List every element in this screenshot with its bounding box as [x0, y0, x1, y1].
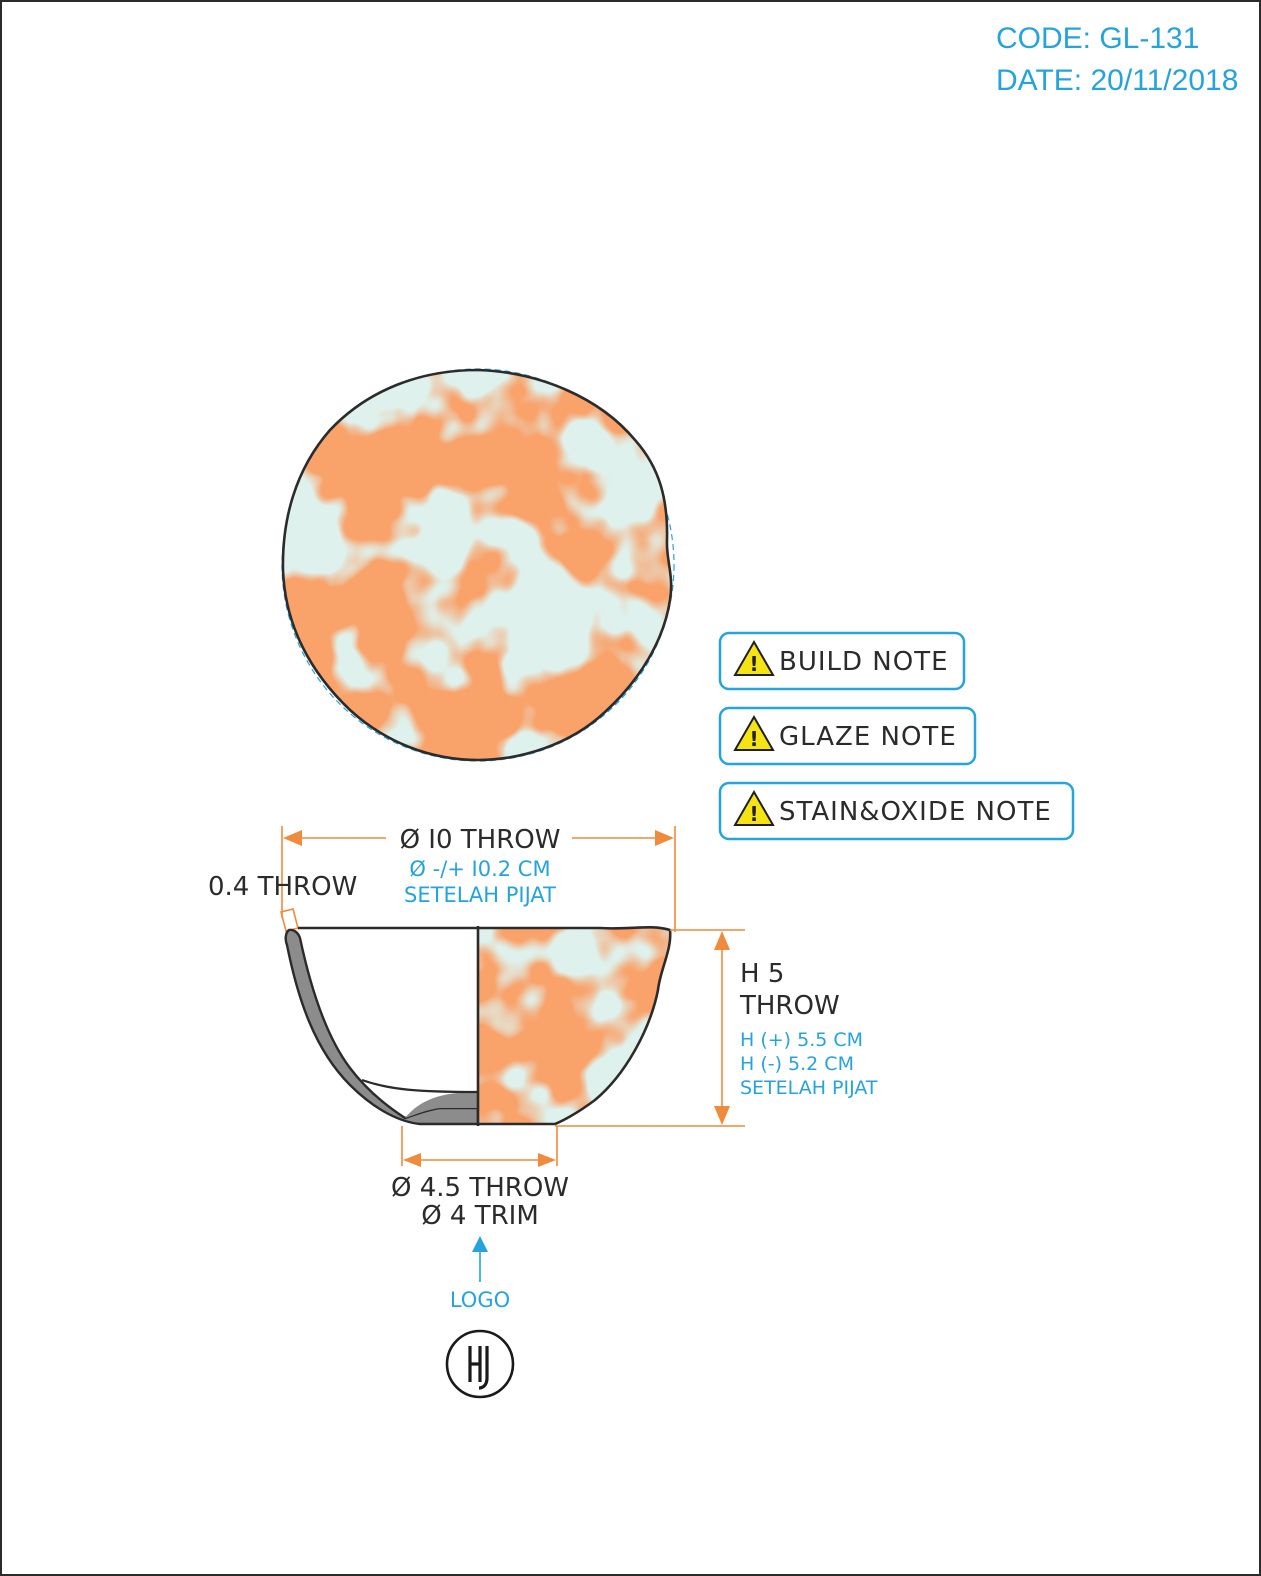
top-view-outline [281, 368, 673, 762]
glaze-texture [282, 370, 672, 760]
warning-icon: ! [733, 789, 775, 826]
base-dimension: Ø 4.5 THROW Ø 4 TRIM [391, 1126, 569, 1231]
svg-text:!: ! [749, 727, 758, 751]
height-method-label: THROW [739, 991, 840, 1021]
note-glaze-label: GLAZE NOTE [779, 722, 957, 752]
note-build[interactable]: ! BUILD NOTE [718, 631, 966, 691]
note-stain-oxide[interactable]: ! STAIN&OXIDE NOTE [718, 781, 1075, 841]
note-build-label: BUILD NOTE [779, 647, 949, 677]
wall-thickness-dimension: 0.4 THROW [208, 872, 357, 932]
wall-thickness-label: 0.4 THROW [208, 872, 357, 902]
svg-text:!: ! [749, 652, 758, 676]
logo-indicator: LOGO [450, 1236, 510, 1312]
date-label: DATE: 20/11/2018 [996, 64, 1238, 97]
height-max-label: H (+) 5.5 CM [740, 1029, 863, 1051]
svg-text:!: ! [749, 802, 758, 826]
base-throw-label: Ø 4.5 THROW [391, 1173, 569, 1203]
diameter-dimension: Ø I0 THROW Ø -/+ I0.2 CM SETELAH PIJAT [281, 825, 676, 932]
arrow-up-icon [472, 1236, 488, 1252]
height-main-label: H 5 [740, 959, 784, 989]
side-view [284, 925, 672, 1126]
brand-logo [445, 1329, 515, 1399]
logo-label: LOGO [450, 1288, 510, 1312]
note-glaze[interactable]: ! GLAZE NOTE [718, 706, 977, 766]
height-note-label: SETELAH PIJAT [740, 1077, 878, 1099]
base-trim-label: Ø 4 TRIM [421, 1201, 539, 1231]
top-view [281, 368, 675, 762]
diameter-main-label: Ø I0 THROW [400, 825, 561, 855]
warning-icon: ! [733, 639, 775, 676]
diameter-sub-note: SETELAH PIJAT [404, 883, 556, 907]
note-stain-oxide-label: STAIN&OXIDE NOTE [779, 797, 1052, 827]
height-min-label: H (-) 5.2 CM [740, 1053, 854, 1075]
code-label: CODE: GL-131 [996, 22, 1199, 55]
diameter-sub-label: Ø -/+ I0.2 CM [409, 857, 550, 881]
warning-icon: ! [733, 714, 775, 751]
section-wall [284, 928, 480, 1126]
height-dimension: H 5 THROW H (+) 5.5 CM H (-) 5.2 CM SETE… [555, 929, 878, 1127]
